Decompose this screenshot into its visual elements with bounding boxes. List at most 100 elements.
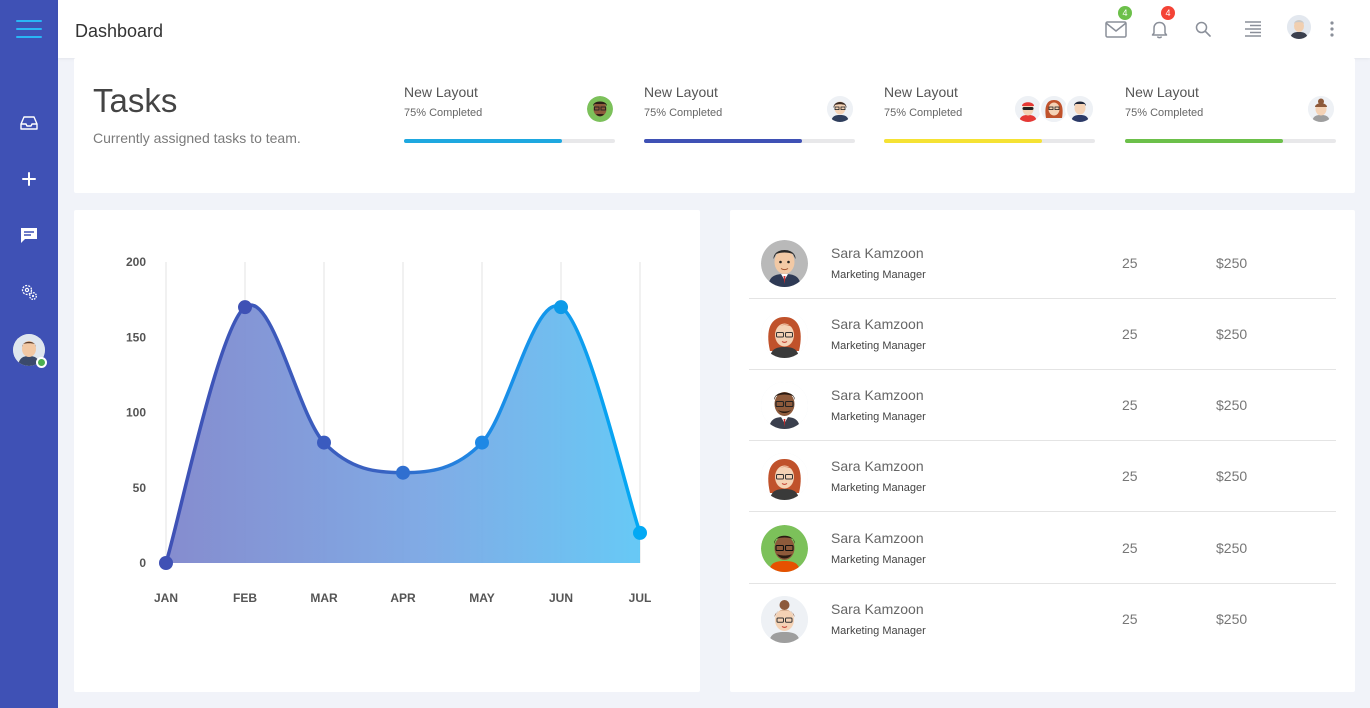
search-icon[interactable] (1191, 17, 1215, 41)
task-progress-bar (884, 139, 1095, 143)
area-chart: 0 50 100 150 200 JAN FEB MAR APR MAY JUN JUL (126, 255, 651, 605)
plus-icon[interactable] (17, 167, 41, 191)
x-tick-label: FEB (233, 591, 257, 605)
member-avatar (761, 453, 808, 500)
user-avatar[interactable] (13, 334, 47, 368)
task-progress-bar (1125, 139, 1336, 143)
task-item[interactable]: New Layout 75% Completed (644, 84, 855, 144)
area-fill (166, 305, 640, 563)
member-count: 25 (1122, 255, 1138, 271)
member-role: Marketing Manager (831, 625, 926, 637)
assignee-avatar (1065, 94, 1095, 124)
task-name: New Layout (1125, 84, 1199, 100)
member-amount: $250 (1216, 255, 1248, 271)
x-tick-label: JUN (549, 591, 573, 605)
task-name: New Layout (884, 84, 958, 100)
mail-badge: 4 (1118, 6, 1132, 20)
tasks-subtitle: Currently assigned tasks to team. (93, 130, 301, 146)
y-tick-label: 0 (139, 556, 146, 570)
member-amount: $250 (1216, 540, 1248, 556)
member-role: Marketing Manager (831, 269, 926, 281)
task-status: 75% Completed (404, 107, 483, 119)
profile-avatar[interactable] (1287, 15, 1311, 39)
assignee-avatar (1306, 94, 1336, 124)
task-progress-fill (884, 139, 1043, 143)
task-status: 75% Completed (1125, 107, 1204, 119)
task-status: 75% Completed (884, 107, 963, 119)
x-tick-label: MAR (310, 591, 338, 605)
list-item[interactable]: Sara Kamzoon Marketing Manager 25 $250 (749, 228, 1336, 299)
assignee-avatar (1013, 94, 1043, 124)
team-members-card: Sara Kamzoon Marketing Manager 25 $250 S… (730, 210, 1355, 692)
x-tick-label: APR (390, 591, 416, 605)
member-count: 25 (1122, 397, 1138, 413)
data-point[interactable] (475, 435, 489, 450)
task-assignees (825, 94, 855, 126)
data-point[interactable] (317, 435, 331, 450)
member-count: 25 (1122, 326, 1138, 342)
member-role: Marketing Manager (831, 340, 926, 352)
align-right-menu-icon[interactable] (1241, 17, 1265, 41)
member-count: 25 (1122, 468, 1138, 484)
chat-icon[interactable] (17, 223, 41, 247)
member-role: Marketing Manager (831, 411, 926, 423)
y-tick-label: 200 (126, 255, 146, 269)
member-count: 25 (1122, 540, 1138, 556)
member-role: Marketing Manager (831, 554, 926, 566)
data-point[interactable] (159, 556, 173, 570)
list-item[interactable]: Sara Kamzoon Marketing Manager 25 $250 (749, 513, 1336, 584)
list-item[interactable]: Sara Kamzoon Marketing Manager 25 $250 (749, 441, 1336, 512)
member-amount: $250 (1216, 611, 1248, 627)
task-status: 75% Completed (644, 107, 723, 119)
member-amount: $250 (1216, 468, 1248, 484)
data-point[interactable] (633, 525, 647, 540)
member-name: Sara Kamzoon (831, 316, 924, 332)
hamburger-menu-icon[interactable] (16, 20, 42, 40)
task-item[interactable]: New Layout 75% Completed (1125, 84, 1336, 144)
sidebar (0, 0, 58, 708)
notification-badge: 4 (1161, 6, 1175, 20)
member-amount: $250 (1216, 326, 1248, 342)
top-bar: Dashboard 4 4 (58, 0, 1370, 58)
list-item[interactable]: Sara Kamzoon Marketing Manager 25 $250 (749, 299, 1336, 370)
member-name: Sara Kamzoon (831, 530, 924, 546)
inbox-icon[interactable] (17, 111, 41, 135)
y-tick-label: 100 (126, 406, 146, 420)
mail-icon[interactable]: 4 (1104, 6, 1132, 41)
data-point[interactable] (554, 300, 568, 315)
bell-icon[interactable]: 4 (1147, 6, 1175, 41)
more-vertical-icon[interactable] (1320, 17, 1344, 41)
task-assignees (1013, 94, 1095, 126)
assignee-avatar (825, 94, 855, 124)
member-avatar (761, 311, 808, 358)
task-assignees (585, 94, 615, 126)
task-name: New Layout (644, 84, 718, 100)
task-item[interactable]: New Layout 75% Completed (404, 84, 615, 144)
member-name: Sara Kamzoon (831, 458, 924, 474)
member-avatar (761, 525, 808, 572)
list-item[interactable]: Sara Kamzoon Marketing Manager 25 $250 (749, 370, 1336, 441)
task-item[interactable]: New Layout 75% Completed (884, 84, 1095, 144)
task-assignees (1306, 94, 1336, 126)
task-progress-fill (1125, 139, 1284, 143)
member-name: Sara Kamzoon (831, 601, 924, 617)
assignee-avatar (585, 94, 615, 124)
page-title: Dashboard (75, 21, 164, 41)
task-progress-bar (644, 139, 855, 143)
member-role: Marketing Manager (831, 482, 926, 494)
member-name: Sara Kamzoon (831, 245, 924, 261)
y-tick-label: 50 (133, 481, 147, 495)
data-point[interactable] (238, 300, 252, 315)
online-status-dot (36, 357, 47, 368)
x-tick-label: MAY (469, 591, 495, 605)
member-name: Sara Kamzoon (831, 387, 924, 403)
tasks-card: Tasks Currently assigned tasks to team. … (74, 58, 1355, 193)
y-tick-label: 150 (126, 330, 146, 344)
settings-cogs-icon[interactable] (17, 280, 41, 304)
task-progress-fill (404, 139, 563, 143)
task-progress-bar (404, 139, 615, 143)
data-point[interactable] (396, 465, 410, 480)
task-progress-fill (644, 139, 803, 143)
list-item[interactable]: Sara Kamzoon Marketing Manager 25 $250 (749, 584, 1336, 655)
member-count: 25 (1122, 611, 1138, 627)
